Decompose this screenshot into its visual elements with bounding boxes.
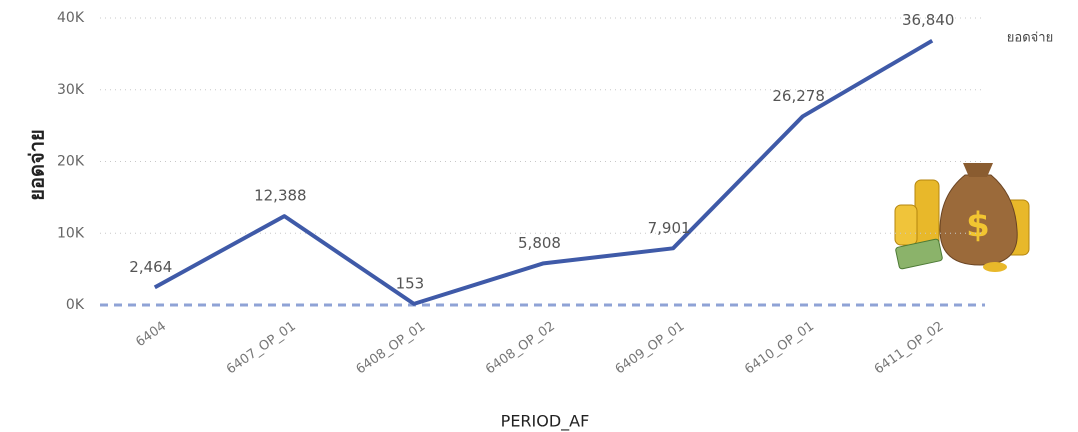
y-axis-title: ยอดจ่าย bbox=[25, 129, 49, 200]
data-label: 153 bbox=[396, 274, 425, 292]
y-tick-label: 10K bbox=[57, 225, 85, 241]
data-label: 12,388 bbox=[254, 187, 307, 205]
x-axis-title: PERIOD_AF bbox=[501, 412, 590, 432]
money-icon: $ bbox=[895, 163, 1029, 272]
x-tick-label: 6407_OP_01 bbox=[224, 319, 299, 378]
data-label: 2,464 bbox=[129, 258, 172, 276]
y-tick-label: 40K bbox=[57, 10, 85, 26]
x-tick-label: 6409_OP_01 bbox=[613, 319, 688, 378]
y-tick-label: 20K bbox=[57, 154, 85, 170]
x-tick-label: 6408_OP_02 bbox=[483, 319, 558, 378]
data-label: 5,808 bbox=[518, 234, 561, 252]
x-tick-label: 6411_OP_02 bbox=[872, 319, 947, 378]
data-label: 26,278 bbox=[772, 87, 825, 105]
legend-label: ยอดจ่าย bbox=[1007, 31, 1053, 46]
x-tick-label: 6404 bbox=[133, 319, 169, 350]
x-tick-label: 6408_OP_01 bbox=[354, 319, 429, 378]
data-label: 7,901 bbox=[648, 219, 691, 237]
chart: ยอดจ่าย PERIOD_AF $ 0K 10K 20K 30K 40K 6404 64… bbox=[0, 0, 1078, 432]
y-tick-label: 30K bbox=[57, 82, 85, 98]
y-tick-label: 0K bbox=[66, 297, 85, 313]
dollar-sign: $ bbox=[966, 206, 990, 246]
data-label: 36,840 bbox=[902, 11, 955, 29]
line bbox=[155, 41, 932, 304]
x-tick-label: 6410_OP_01 bbox=[742, 319, 817, 378]
